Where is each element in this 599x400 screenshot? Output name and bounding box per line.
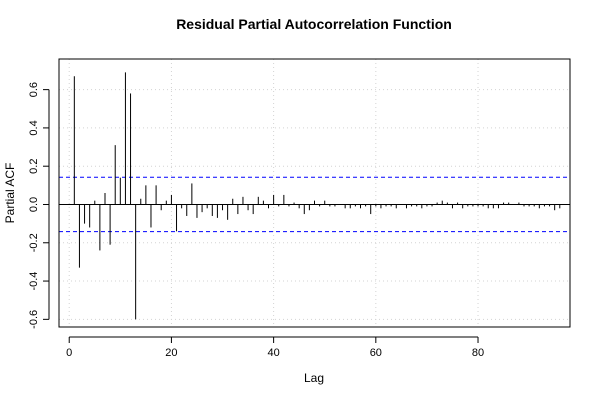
x-tick-label: 40 — [267, 347, 279, 359]
x-tick-label: 80 — [472, 347, 484, 359]
x-tick-label: 0 — [66, 347, 72, 359]
y-tick-label: -0.2 — [28, 233, 40, 252]
chart-title: Residual Partial Autocorrelation Functio… — [176, 16, 452, 32]
y-tick-label: -0.4 — [28, 272, 40, 291]
y-tick-label: 0.4 — [28, 120, 40, 135]
plot-frame — [58, 58, 571, 328]
x-tick-label: 20 — [165, 347, 177, 359]
y-tick-label: 0.0 — [28, 197, 40, 212]
y-axis-label: Partial ACF — [3, 163, 17, 224]
gridlines — [59, 59, 570, 327]
y-tick-label: -0.6 — [28, 310, 40, 329]
y-tick-label: 0.2 — [28, 159, 40, 174]
x-axis: 0 20 40 60 80 — [66, 336, 484, 359]
x-tick-label: 60 — [370, 347, 382, 359]
pacf-bars — [73, 72, 561, 320]
y-tick-label: 0.6 — [28, 82, 40, 97]
y-axis: -0.6 -0.4 -0.2 0.0 0.2 0.4 0.6 — [28, 82, 50, 329]
x-axis-label: Lag — [304, 371, 324, 385]
confidence-bounds — [59, 176, 570, 233]
